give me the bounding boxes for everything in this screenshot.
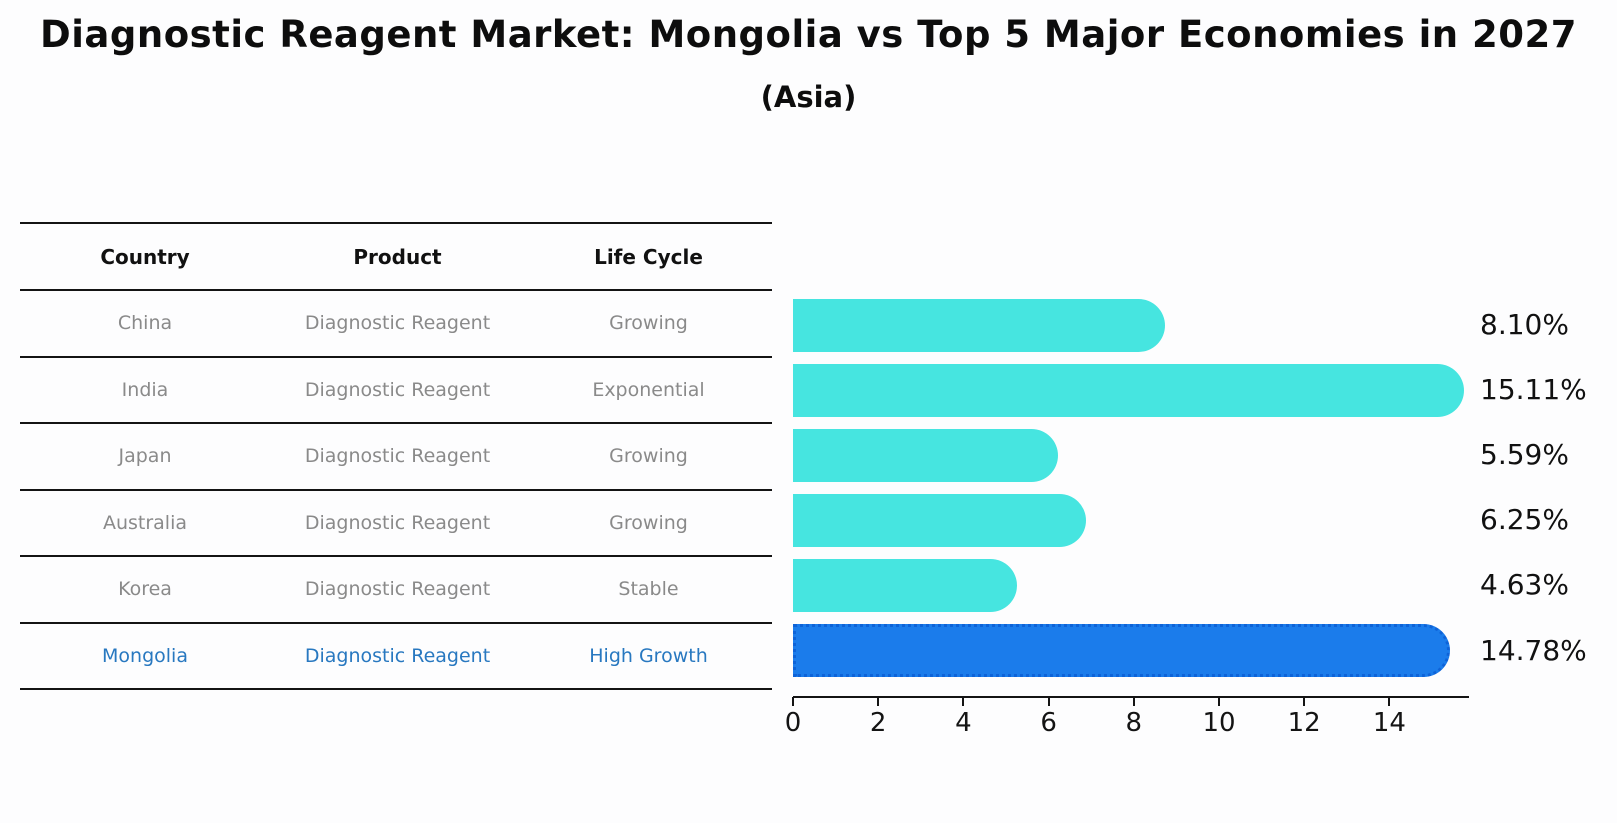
value-label-japan: 5.59% xyxy=(1480,438,1569,472)
country-cell: Country xyxy=(100,244,190,269)
x-tick xyxy=(1047,697,1050,706)
row-divider xyxy=(20,355,772,358)
x-tick-label: 2 xyxy=(869,708,887,738)
product-cell: Diagnostic Reagent xyxy=(304,578,491,601)
country-cell: China xyxy=(117,312,173,335)
bar-china xyxy=(793,298,1166,352)
table-row-australia: Australia Diagnostic Reagent Growing xyxy=(20,490,772,557)
x-tick xyxy=(792,697,794,706)
table-row-japan: Japan Diagnostic Reagent Growing xyxy=(20,423,772,490)
x-tick-label: 14 xyxy=(1372,708,1406,738)
product-cell: Product xyxy=(353,244,442,269)
table-row-mongolia: Mongolia Diagnostic Reagent High Growth xyxy=(20,623,772,690)
product-cell: Diagnostic Reagent xyxy=(304,312,491,335)
x-tick-label: 4 xyxy=(955,708,972,738)
row-divider xyxy=(20,688,772,690)
x-axis-line xyxy=(793,696,1469,698)
bar-india xyxy=(793,363,1464,417)
life-cycle-cell: Growing xyxy=(609,511,688,534)
x-tick xyxy=(1303,697,1306,706)
bar-japan xyxy=(793,428,1059,482)
life-cycle-cell: Growing xyxy=(609,312,688,335)
life-cycle-cell: Life Cycle xyxy=(594,244,703,269)
product-cell: Diagnostic Reagent xyxy=(304,445,491,468)
x-tick xyxy=(1132,697,1135,706)
bar-australia xyxy=(793,493,1087,547)
life-cycle-cell: Stable xyxy=(618,578,679,601)
life-cycle-cell: Exponential xyxy=(592,378,705,401)
x-tick-label: 8 xyxy=(1125,708,1143,738)
x-tick xyxy=(962,697,965,706)
table-top-border xyxy=(20,222,772,224)
product-cell: Diagnostic Reagent xyxy=(304,378,491,401)
value-label-india: 15.11% xyxy=(1480,373,1587,407)
x-tick xyxy=(1388,697,1391,706)
x-tick-label: 6 xyxy=(1040,708,1057,738)
table-header-row: Country Product Life Cycle xyxy=(20,223,772,290)
country-cell: India xyxy=(121,378,169,401)
row-divider xyxy=(20,555,772,557)
value-label-mongolia: 14.78% xyxy=(1480,633,1587,667)
row-divider xyxy=(20,422,772,424)
x-tick xyxy=(877,697,880,706)
product-cell: Diagnostic Reagent xyxy=(304,644,491,667)
country-cell: Mongolia xyxy=(102,644,188,667)
x-tick-label: 12 xyxy=(1287,708,1321,738)
table-row-india: India Diagnostic Reagent Exponential xyxy=(20,357,772,424)
country-cell: Australia xyxy=(102,511,188,534)
product-cell: Diagnostic Reagent xyxy=(304,511,491,534)
table-row-china: China Diagnostic Reagent Growing xyxy=(20,290,772,357)
value-label-china: 8.10% xyxy=(1480,308,1569,341)
value-label-australia: 6.25% xyxy=(1480,503,1569,537)
row-divider xyxy=(20,289,772,291)
country-cell: Korea xyxy=(118,578,172,601)
bar-korea xyxy=(793,558,1018,612)
life-cycle-cell: Growing xyxy=(609,445,688,468)
row-divider xyxy=(20,488,772,491)
value-label-korea: 4.63% xyxy=(1480,568,1569,602)
x-tick-label: 0 xyxy=(784,708,802,738)
row-divider xyxy=(20,621,772,624)
bar-mongolia xyxy=(793,624,1450,677)
life-cycle-cell: High Growth xyxy=(589,644,708,667)
table-row-korea: Korea Diagnostic Reagent Stable xyxy=(20,556,772,623)
x-tick-label: 10 xyxy=(1202,708,1236,738)
chart-title: Diagnostic Reagent Market: Mongolia vs T… xyxy=(40,13,1577,56)
chart-subtitle: (Asia) xyxy=(760,80,857,114)
x-tick xyxy=(1218,697,1220,706)
country-cell: Japan xyxy=(118,445,172,468)
